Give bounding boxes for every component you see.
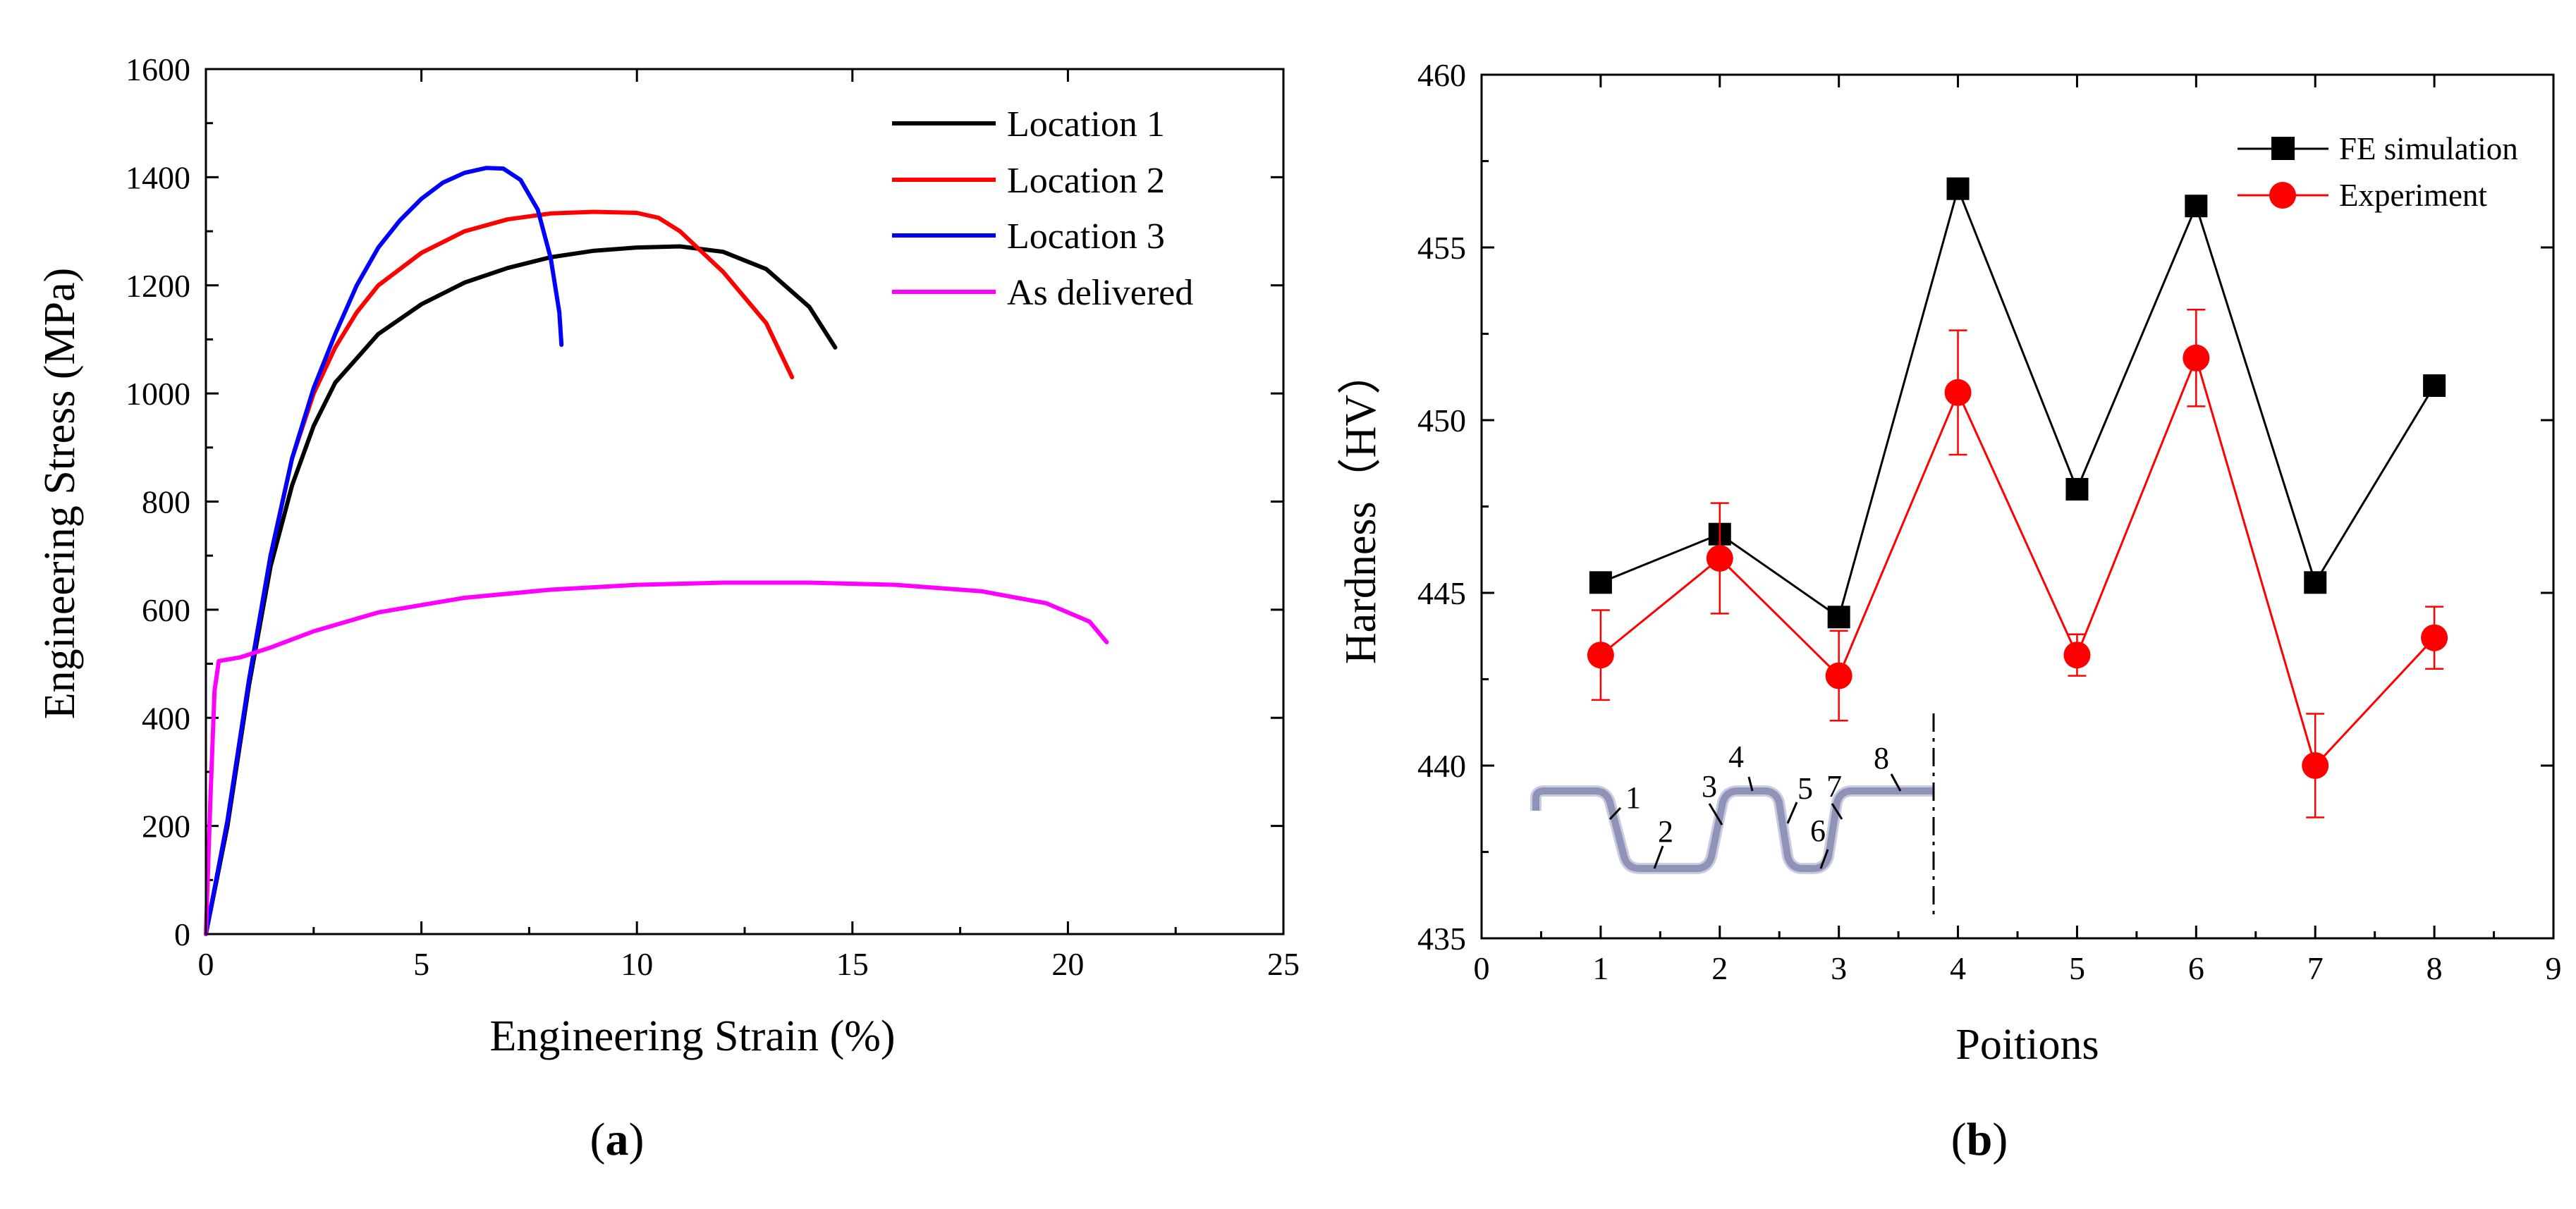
- chart-b-data-point-circle: [1706, 545, 1733, 572]
- chart-a-plot-frame: [205, 68, 1285, 935]
- chart-b-data-point-square: [1589, 571, 1612, 594]
- chart-b-x-tick-label: 2: [1711, 950, 1728, 986]
- chart-a-x-axis-label: Engineering Strain (%): [489, 1012, 895, 1060]
- chart-b-data-point-circle: [1944, 379, 1972, 406]
- chart-b-x-tick-label: 0: [1474, 950, 1490, 986]
- chart-a-y-tick-label: 400: [142, 700, 190, 736]
- chart-b-data-point-circle: [2183, 344, 2210, 372]
- chart-b-x-tick-label: 5: [2069, 950, 2085, 986]
- legend-a-label-3: Location 3: [1007, 216, 1165, 257]
- chart-b-series-line-2: [1599, 355, 2436, 768]
- chart-a-series-line-2: [204, 209, 795, 936]
- inset-label-5: 5: [1797, 771, 1813, 806]
- chart-b-y-tick-label: 450: [1417, 403, 1466, 438]
- inset-leader-8: [1890, 773, 1902, 792]
- inset-profile-shadow: [1530, 785, 1934, 874]
- chart-b-x-axis-label: Poitions: [1955, 1021, 2099, 1069]
- inset-label-4: 4: [1728, 739, 1744, 774]
- chart-b-data-point-square: [2185, 195, 2208, 218]
- inset-label-6: 6: [1810, 814, 1826, 848]
- inset-label-8: 8: [1874, 741, 1889, 775]
- chart-a-legend: Location 1 Location 2 Location 3 As deli…: [892, 104, 1193, 313]
- chart-b-y-tick-label: 445: [1417, 575, 1466, 611]
- inset-label-2: 2: [1658, 814, 1673, 849]
- chart-b-y-axis-label: Hardness（HV）: [1337, 351, 1385, 664]
- legend-a-label-2: Location 2: [1007, 161, 1165, 201]
- legend-b-marker-2: [2269, 182, 2296, 209]
- chart-a-x-tick-label: 0: [198, 946, 214, 982]
- chart-a: 0 5 10 15 20 2502004006008001000120014001600 …: [36, 51, 1300, 1165]
- chart-b-x-tick-label: 9: [2546, 950, 2562, 986]
- chart-b-data-point-circle: [1825, 662, 1852, 689]
- chart-b-data-point-square: [2065, 478, 2089, 501]
- chart-a-y-tick-label: 0: [174, 916, 190, 952]
- chart-b-data-point-square: [2423, 374, 2446, 397]
- chart-b: 1 2 3 4 5 6 7 8 0 1 2 3 4 5 6 7 8 943544044545045…: [1337, 57, 2562, 1165]
- chart-a-series-line-1: [204, 244, 838, 936]
- chart-b-y-tick-label: 435: [1417, 921, 1466, 957]
- chart-a-y-tick-label: 1400: [126, 159, 190, 195]
- chart-b-data-point-circle: [2302, 752, 2329, 779]
- chart-b-series: [1587, 177, 2448, 818]
- inset-label-3: 3: [1702, 769, 1717, 804]
- chart-b-y-tick-label: 455: [1417, 230, 1466, 266]
- chart-a-series-line-3: [204, 166, 564, 936]
- chart-b-x-tick-label: 3: [1831, 950, 1847, 986]
- chart-b-data-point-square: [2304, 571, 2327, 594]
- chart-a-y-tick-label: 1200: [126, 268, 190, 304]
- chart-a-y-axis-label: Engineering Stress (MPa): [36, 268, 84, 720]
- chart-b-series-line-1: [1600, 185, 2436, 619]
- legend-a-label-1: Location 1: [1007, 104, 1165, 145]
- chart-a-tick-labels: 0 5 10 15 20 25 0 200 400 600 800 1000 1200 1400 1600: [126, 51, 1300, 982]
- chart-b-data-point-square: [1827, 606, 1850, 629]
- chart-b-panel-label: (b): [1951, 1114, 2008, 1165]
- chart-b-data-point-circle: [2063, 642, 2091, 669]
- chart-a-x-tick-label: 10: [621, 946, 653, 982]
- chart-a-x-tick-label: 15: [836, 946, 869, 982]
- inset-leader-4: [1747, 776, 1754, 792]
- chart-b-x-tick-label: 7: [2307, 950, 2324, 986]
- chart-b-plot-frame: [1480, 73, 2555, 940]
- chart-b-x-tick-label: 6: [2188, 950, 2204, 986]
- chart-a-series: [204, 166, 1109, 936]
- chart-a-x-tick-label: 25: [1267, 946, 1300, 982]
- legend-a-label-4: As delivered: [1007, 273, 1193, 313]
- chart-a-y-tick-label: 800: [142, 484, 190, 520]
- chart-b-y-tick-label: 460: [1417, 57, 1466, 93]
- chart-b-x-tick-label: 4: [1950, 950, 1966, 986]
- inset-leader-7: [1831, 803, 1843, 820]
- chart-a-x-tick-label: 5: [413, 946, 429, 982]
- legend-b-label-2: Experiment: [2339, 178, 2487, 213]
- inset-label-7: 7: [1826, 769, 1842, 804]
- inset-profile: [1532, 787, 1934, 872]
- inset-leader-3: [1708, 803, 1723, 826]
- chart-b-y-tick-label: 440: [1417, 748, 1466, 784]
- chart-a-panel-label: (a): [590, 1114, 645, 1165]
- legend-b-marker-1: [2271, 137, 2295, 160]
- chart-b-data-point-circle: [1587, 642, 1614, 669]
- chart-a-y-tick-label: 600: [142, 592, 190, 628]
- inset-leader-5: [1786, 802, 1798, 824]
- inset-leader-2: [1653, 845, 1664, 869]
- inset-label-1: 1: [1625, 780, 1641, 815]
- chart-a-y-tick-label: 1000: [126, 376, 190, 412]
- chart-b-x-tick-label: 1: [1592, 950, 1609, 986]
- chart-a-y-tick-label: 1600: [126, 51, 190, 87]
- chart-a-series-line-4: [204, 580, 1109, 936]
- chart-b-inset-profile: 1 2 3 4 5 6 7 8: [1530, 713, 1935, 920]
- inset-leader-6: [1819, 849, 1829, 869]
- chart-b-data-point-circle: [2421, 624, 2448, 651]
- chart-a-x-tick-label: 20: [1051, 946, 1084, 982]
- chart-b-x-tick-label: 8: [2427, 950, 2443, 986]
- legend-b-label-1: FE simulation: [2339, 131, 2518, 166]
- chart-b-data-point-square: [1946, 177, 1970, 200]
- chart-a-y-tick-label: 200: [142, 809, 190, 845]
- chart-b-legend: FE simulation Experiment: [2238, 131, 2518, 213]
- inset-leader-1: [1609, 806, 1622, 821]
